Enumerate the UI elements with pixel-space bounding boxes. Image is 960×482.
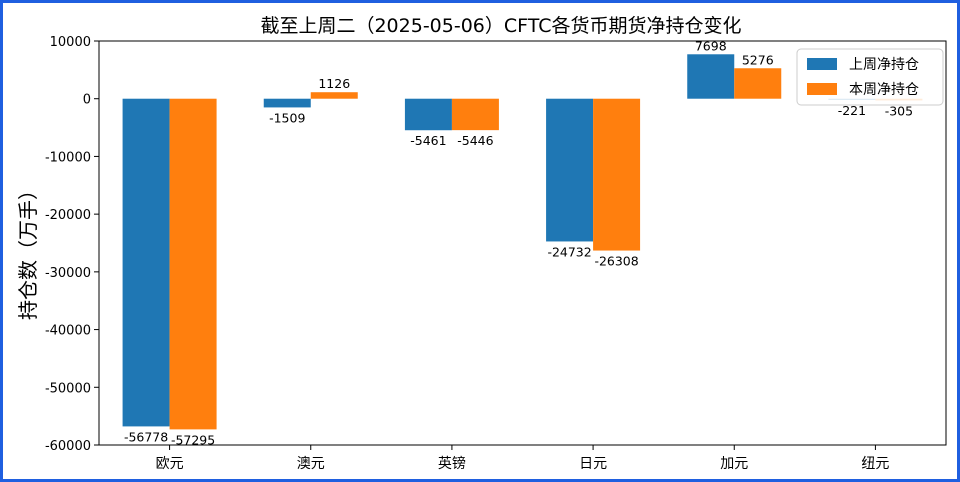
bar-value-label: -5446 bbox=[457, 133, 493, 148]
y-tick-label: 0 bbox=[83, 93, 91, 108]
x-tick-label: 日元 bbox=[579, 456, 607, 472]
y-tick-label: -10000 bbox=[45, 150, 91, 165]
legend-swatch bbox=[807, 83, 837, 95]
bar-this-week bbox=[593, 98, 641, 251]
x-tick-label: 欧元 bbox=[156, 456, 184, 472]
bar-value-label: -57295 bbox=[171, 432, 215, 447]
y-tick-label: -40000 bbox=[45, 324, 91, 339]
y-tick-label: -60000 bbox=[45, 439, 91, 454]
plot-frame bbox=[98, 40, 947, 446]
legend-swatch bbox=[807, 58, 837, 70]
bar-this-week bbox=[169, 98, 217, 430]
x-tick-label: 加元 bbox=[720, 456, 748, 472]
bar-last-week bbox=[263, 98, 311, 108]
bar-this-week bbox=[734, 68, 782, 99]
bar-value-label: -24732 bbox=[547, 244, 591, 259]
legend-label: 本周净持仓 bbox=[849, 82, 919, 98]
chart-canvas: 截至上周二（2025-05-06）CFTC各货币期货净持仓变化 持仓数（万手） … bbox=[16, 15, 947, 472]
bar-value-label: -5461 bbox=[410, 133, 446, 148]
x-tick-label: 英镑 bbox=[438, 455, 466, 472]
bar-last-week bbox=[404, 98, 452, 131]
bar-value-label: -305 bbox=[885, 103, 913, 118]
y-axis-label: 持仓数（万手） bbox=[16, 180, 40, 320]
y-tick-label: 10000 bbox=[50, 35, 91, 50]
bar-value-label: -56778 bbox=[124, 429, 168, 444]
y-tick-label: -20000 bbox=[45, 208, 91, 223]
chart-title: 截至上周二（2025-05-06）CFTC各货币期货净持仓变化 bbox=[260, 15, 741, 37]
y-tick-label: -30000 bbox=[45, 266, 91, 281]
bar-value-label: -26308 bbox=[594, 254, 638, 269]
x-tick-label: 澳元 bbox=[297, 456, 325, 472]
bar-value-label: -1509 bbox=[269, 110, 305, 125]
y-tick-label: -50000 bbox=[45, 381, 91, 396]
legend-label: 上周净持仓 bbox=[849, 57, 919, 73]
bar-last-week bbox=[546, 98, 594, 242]
bar-this-week bbox=[310, 92, 358, 99]
x-tick-label: 纽元 bbox=[861, 456, 889, 472]
plot-area: 10000 0 -10000 -20000 -30000 -40000 -50000 -600… bbox=[45, 35, 947, 472]
bar-last-week bbox=[687, 54, 735, 99]
bar-value-label: 5276 bbox=[742, 52, 774, 67]
bar-value-label: -221 bbox=[838, 103, 866, 118]
bar-value-label: 1126 bbox=[318, 76, 350, 91]
bar-last-week bbox=[122, 98, 170, 427]
bar-value-label: 7698 bbox=[695, 38, 727, 53]
bar-this-week bbox=[451, 98, 499, 131]
